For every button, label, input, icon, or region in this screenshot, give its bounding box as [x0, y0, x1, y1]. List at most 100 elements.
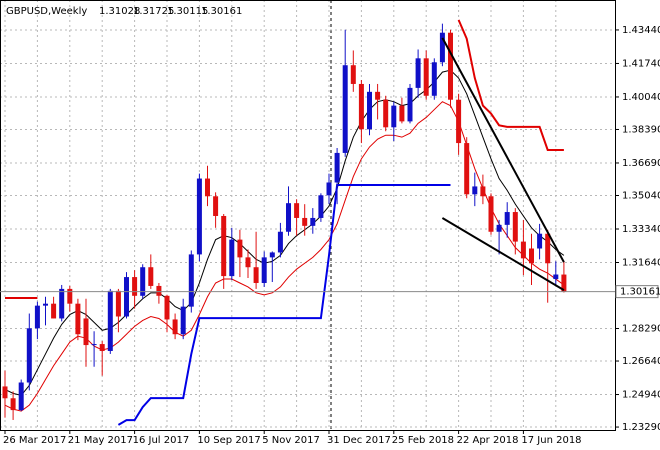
candle-body — [26, 328, 32, 383]
candle-body — [488, 196, 494, 232]
candle-body — [529, 248, 534, 264]
candle-body — [221, 215, 227, 277]
y-tick-label: 1.24940 — [622, 390, 660, 401]
candle-body — [132, 277, 138, 296]
candle-body — [67, 288, 73, 304]
x-tick-label: 21 May 2017 — [68, 435, 133, 446]
candle-body — [213, 196, 219, 216]
x-tick-label: 16 Jul 2017 — [133, 435, 190, 446]
candle-body — [342, 65, 348, 153]
candle-body — [358, 83, 364, 130]
overlay-line — [117, 184, 451, 426]
x-tick-label: 5 Nov 2017 — [262, 435, 320, 446]
candle-body — [367, 91, 372, 130]
candle-body — [456, 99, 462, 144]
candle-body — [115, 290, 121, 317]
candle-body — [407, 87, 413, 122]
candle-body — [537, 233, 543, 249]
y-tick-label: 1.41740 — [622, 58, 660, 69]
candle-body — [439, 32, 445, 63]
candle-body — [269, 252, 275, 258]
candle-body — [391, 105, 397, 128]
y-tick-label: 1.28290 — [622, 324, 660, 335]
candle-body — [172, 319, 178, 335]
candle-body — [99, 344, 105, 351]
y-tick-label: 1.36690 — [622, 158, 660, 169]
ohlc-close: 1.30161 — [201, 6, 242, 17]
candle-body — [415, 58, 421, 88]
candle-body — [91, 344, 97, 346]
candle-body — [188, 254, 194, 307]
candle-body — [148, 267, 154, 286]
candle-body — [261, 257, 267, 283]
candle-body — [464, 143, 470, 195]
candle-body — [504, 212, 510, 225]
y-tick-label: 1.43440 — [622, 25, 660, 36]
price-label-box — [615, 285, 659, 299]
candle-body — [472, 186, 478, 195]
x-tick-label: 10 Sep 2017 — [197, 435, 260, 446]
price-label: 1.30161 — [620, 287, 660, 298]
y-tick-label: 1.40040 — [622, 92, 660, 103]
candle-body — [399, 105, 405, 122]
ohlc-open: 1.31028 — [99, 6, 140, 17]
overlay-line — [457, 19, 564, 151]
candle-body — [140, 267, 146, 296]
candle-body — [496, 224, 502, 232]
y-tick-label: 1.35040 — [622, 190, 660, 201]
candle-body — [43, 303, 48, 306]
candle-body — [196, 178, 202, 255]
candle-body — [180, 306, 186, 335]
candle-body — [253, 267, 259, 283]
y-tick-label: 1.31640 — [622, 257, 660, 268]
y-tick-label: 1.26640 — [622, 356, 660, 367]
candle-body — [245, 257, 251, 268]
candle-body — [431, 62, 437, 96]
candle-body — [277, 231, 283, 253]
candle-body — [124, 277, 129, 317]
candle-body — [205, 178, 210, 197]
candle-body — [561, 274, 567, 292]
candle-body — [18, 382, 24, 411]
candle-body — [286, 203, 291, 232]
candle-body — [75, 303, 81, 335]
trend-line — [441, 37, 565, 263]
candle-body — [545, 233, 551, 264]
candle-body — [107, 290, 113, 351]
candle-body — [375, 91, 381, 100]
marks — [2, 19, 567, 426]
candle-body — [164, 295, 170, 320]
candle-body — [310, 217, 316, 226]
candle-body — [294, 203, 300, 218]
candle-body — [51, 303, 57, 319]
candle-body — [512, 212, 518, 242]
y-tick-label: 1.33340 — [622, 224, 660, 235]
candle-body — [2, 386, 8, 399]
trend-line — [441, 217, 565, 291]
plot-frame — [0, 0, 616, 431]
candle-body — [448, 32, 453, 100]
candle-body — [520, 241, 526, 259]
ohlc-low: 1.30115 — [167, 6, 208, 17]
candle-body — [229, 239, 235, 277]
x-tick-label: 26 Mar 2017 — [3, 435, 66, 446]
ohlc-high: 1.31725 — [133, 6, 174, 17]
candle-body — [156, 285, 162, 296]
candle-body — [553, 274, 559, 280]
overlay-line — [4, 69, 565, 396]
y-tick-label: 1.38390 — [622, 124, 660, 135]
candle-body — [318, 195, 324, 218]
candle-body — [350, 65, 356, 84]
candle-body — [480, 186, 486, 197]
candle-body — [34, 305, 40, 329]
x-tick-label: 17 Jun 2018 — [521, 435, 581, 446]
candle-body — [383, 99, 389, 128]
candle-body — [237, 239, 243, 258]
candle-body — [83, 318, 89, 346]
candle-body — [326, 182, 332, 196]
candle-body — [59, 288, 65, 319]
x-tick-label: 22 Apr 2018 — [457, 435, 519, 446]
x-tick-label: 25 Feb 2018 — [392, 435, 454, 446]
